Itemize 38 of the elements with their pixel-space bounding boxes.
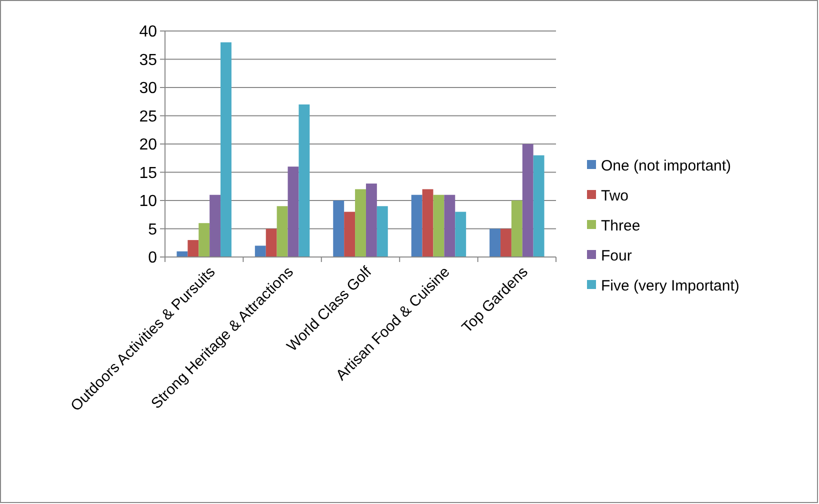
y-tick-label: 25 (139, 108, 158, 126)
bar (411, 194, 422, 257)
y-tick-label: 5 (148, 221, 158, 238)
bar (288, 166, 299, 257)
bar (444, 194, 456, 257)
bar (333, 200, 344, 257)
bar (344, 212, 356, 257)
y-tick-label: 10 (139, 193, 158, 210)
y-tick-label: 15 (139, 164, 158, 182)
bar (511, 200, 522, 257)
bar (198, 223, 210, 257)
y-tick-label: 30 (139, 80, 158, 98)
bar (276, 206, 288, 257)
legend-label: Three (601, 217, 640, 234)
bar (220, 42, 232, 257)
bar (188, 240, 199, 257)
bar (266, 228, 277, 257)
bar (422, 189, 434, 257)
bar (254, 246, 266, 257)
legend-label: One (not important) (601, 157, 732, 174)
legend-label: Five (very Important) (601, 277, 740, 294)
bar (355, 189, 366, 257)
bar (522, 144, 534, 257)
bar (210, 194, 221, 257)
legend-label: Two (601, 187, 629, 204)
legend-label: Four (601, 247, 632, 264)
y-tick-label: 40 (139, 24, 158, 41)
bar (490, 228, 500, 257)
bar (455, 212, 466, 257)
bar (298, 104, 310, 257)
bar (500, 228, 512, 257)
y-tick-label: 0 (148, 250, 158, 267)
bar (533, 155, 544, 257)
y-tick-label: 35 (139, 52, 158, 69)
bar (366, 184, 377, 257)
bar (376, 206, 388, 257)
y-tick-label: 20 (139, 136, 158, 154)
bar (433, 194, 444, 257)
